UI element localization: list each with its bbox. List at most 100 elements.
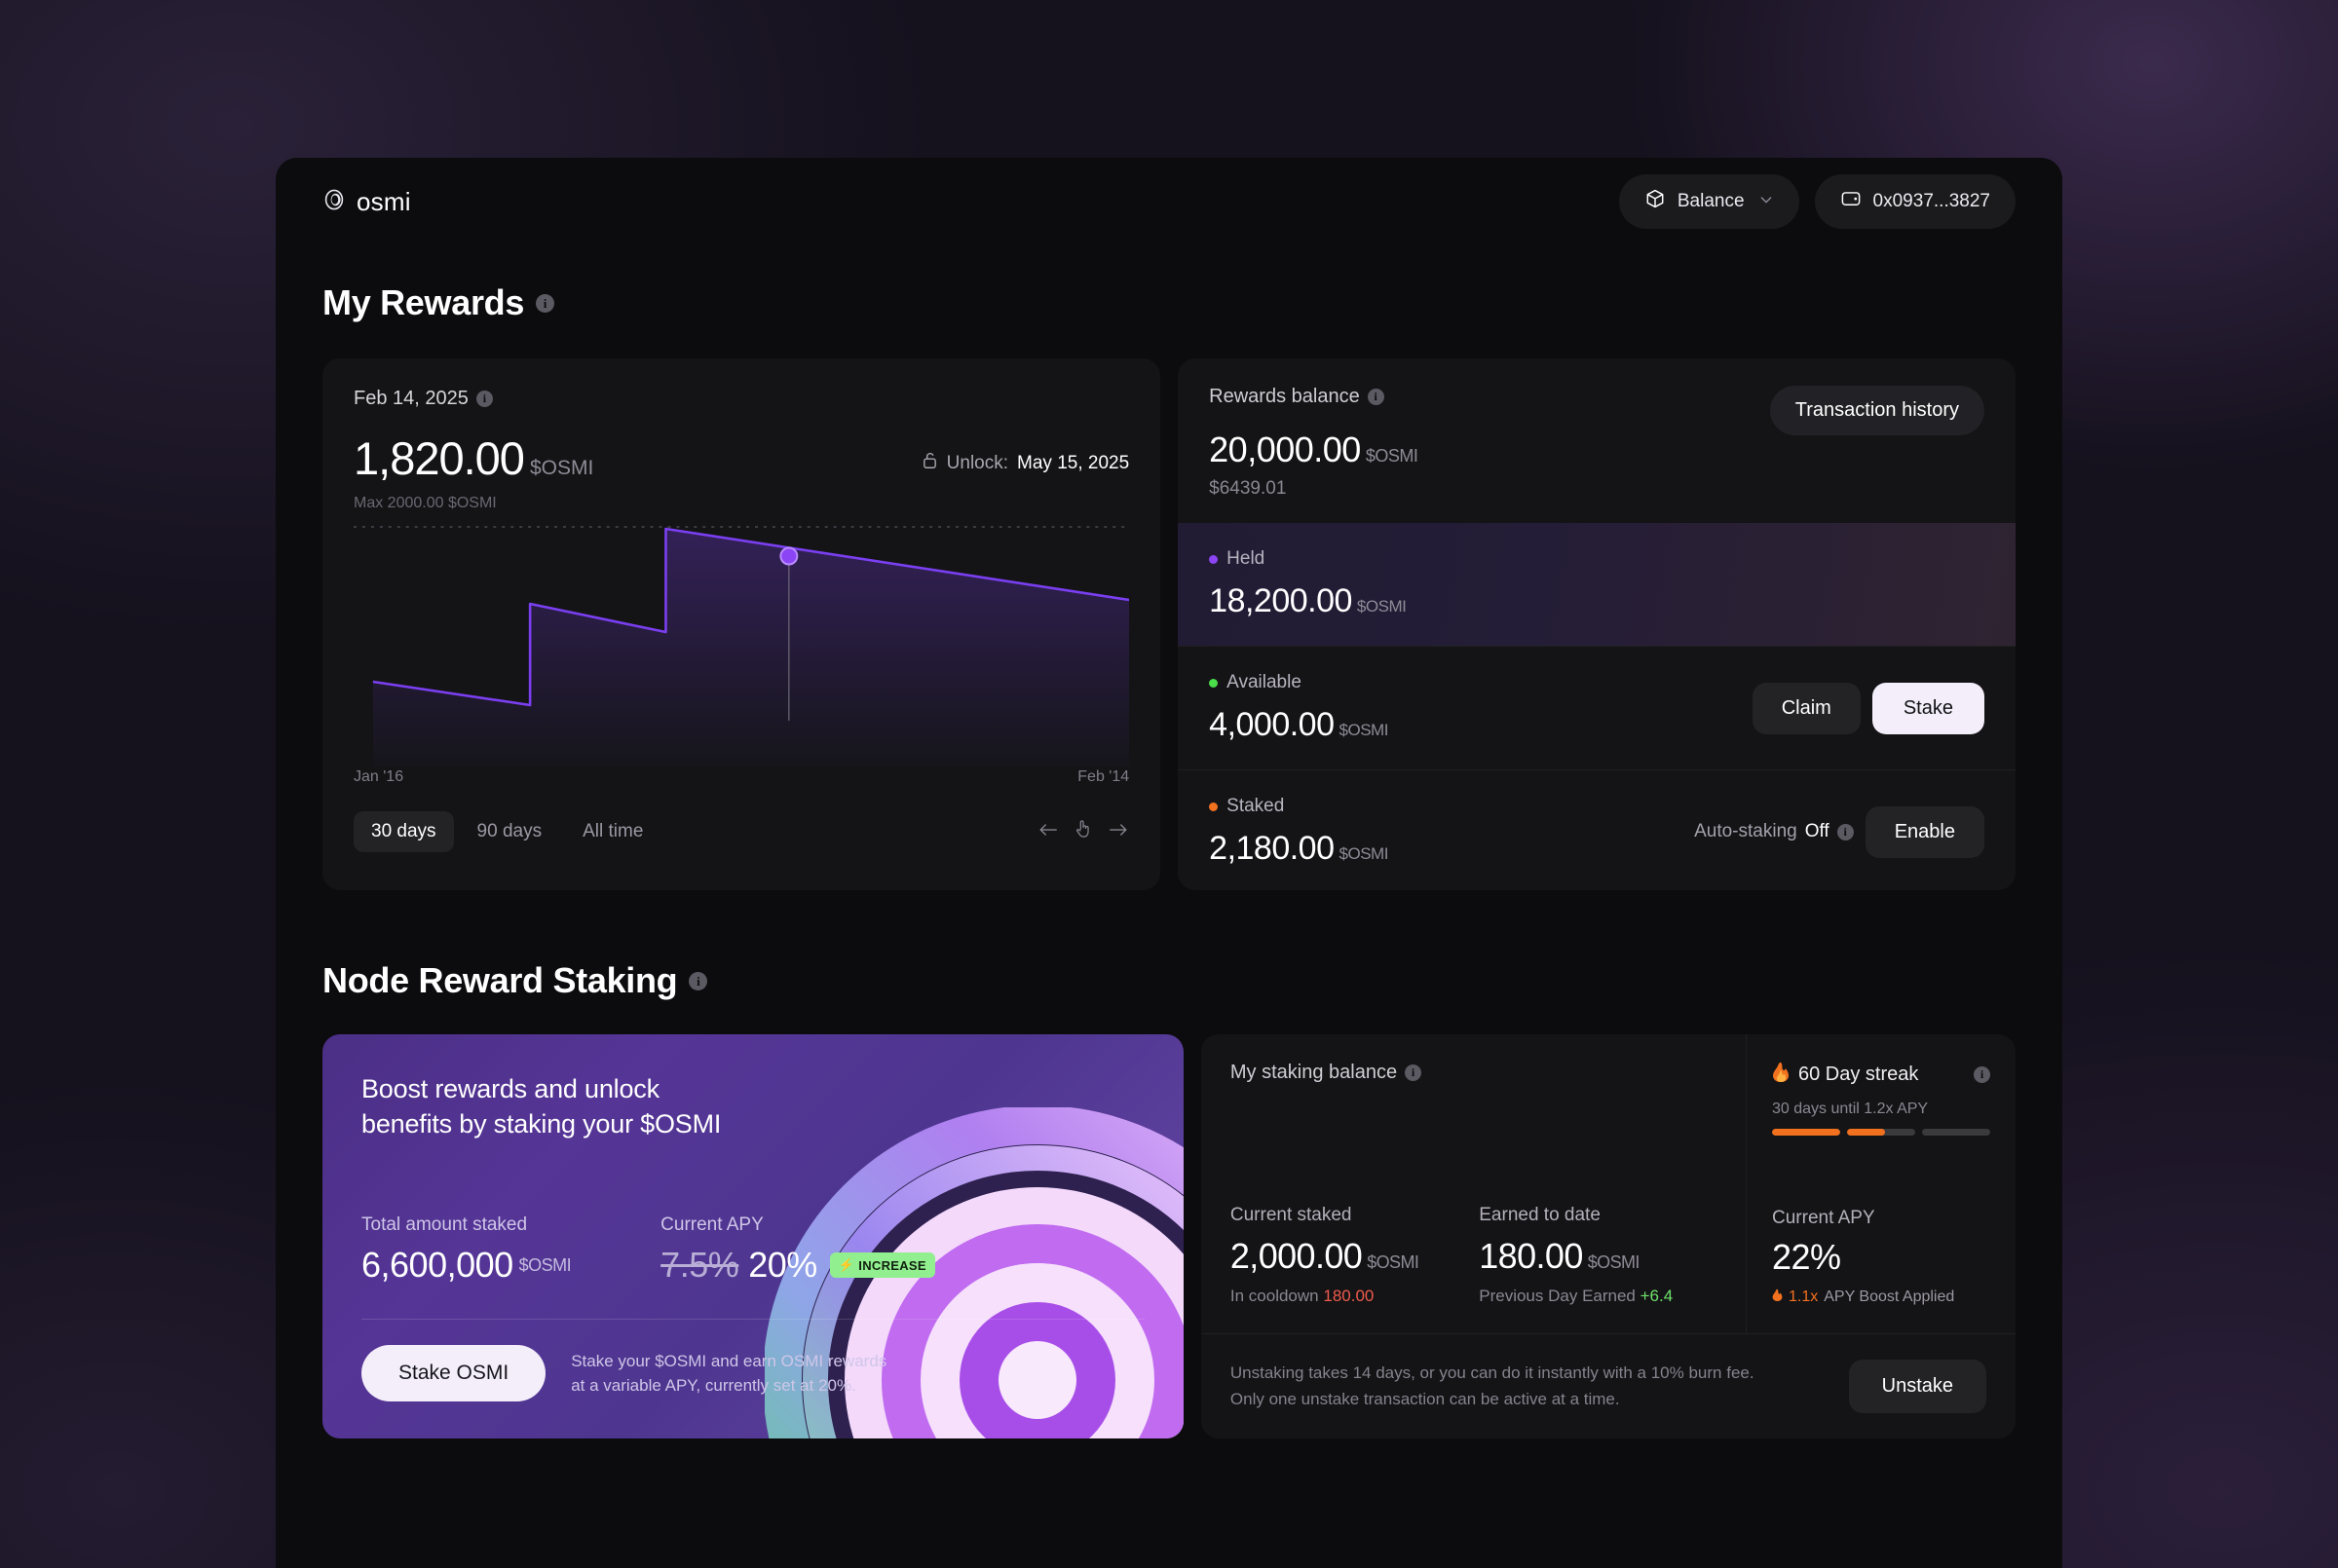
promo-headline: Boost rewards and unlock benefits by sta… bbox=[361, 1071, 1145, 1142]
range-90-days[interactable]: 90 days bbox=[476, 821, 543, 841]
staking-left: My staking balance i Current staked 2,00… bbox=[1201, 1034, 1747, 1333]
staked-amount: 2,180.00 $OSMI bbox=[1209, 830, 1388, 868]
current-apy-stat: Current APY 7.5% 20% ⚡ INCREASE bbox=[660, 1214, 935, 1286]
staked-actions: Auto-staking Off i Enable bbox=[1694, 805, 1984, 858]
range-selector: 30 days 90 days All time bbox=[354, 811, 660, 852]
unstake-button[interactable]: Unstake bbox=[1848, 1360, 1986, 1413]
chart-x-start: Jan '16 bbox=[354, 768, 404, 785]
balance-button-label: Balance bbox=[1677, 191, 1745, 211]
info-icon[interactable]: i bbox=[1836, 823, 1854, 840]
staking-apy-value: 22% bbox=[1772, 1237, 1841, 1277]
chart-x-end: Feb '14 bbox=[1077, 768, 1130, 785]
streak-bar-1 bbox=[1772, 1129, 1840, 1136]
current-staked-value: 2,000.00 bbox=[1229, 1236, 1363, 1276]
current-staked-unit: $OSMI bbox=[1367, 1252, 1419, 1272]
held-value: 18,200.00 bbox=[1209, 582, 1352, 619]
chart-date-row: Feb 14, 2025 i bbox=[354, 388, 1129, 410]
info-icon[interactable]: i bbox=[689, 971, 708, 990]
rewards-balance-value: 20,000.00 bbox=[1209, 429, 1361, 469]
unstake-note: Unstaking takes 14 days, or you can do i… bbox=[1230, 1361, 1754, 1412]
cube-icon bbox=[1644, 188, 1666, 215]
staked-label-row: Staked bbox=[1209, 796, 1388, 817]
held-unit: $OSMI bbox=[1356, 597, 1407, 616]
claim-button[interactable]: Claim bbox=[1752, 682, 1861, 734]
current-staked-label: Current staked bbox=[1229, 1205, 1352, 1225]
staking-balance-label-row: My staking balance i bbox=[1230, 1062, 1716, 1084]
info-icon[interactable]: i bbox=[475, 391, 493, 407]
chart-x-axis: Jan '16 Feb '14 bbox=[354, 768, 1129, 786]
current-staked-stat: Current staked 2,000.00 $OSMI In cooldown… bbox=[1229, 1205, 1419, 1306]
cooldown-row: In cooldown 180.00 bbox=[1230, 1287, 1418, 1306]
info-icon[interactable]: i bbox=[1405, 1064, 1422, 1081]
available-row: Available 4,000.00 $OSMI Claim Stake bbox=[1178, 647, 2016, 770]
unstake-note-line1: Unstaking takes 14 days, or you can do i… bbox=[1229, 1363, 1754, 1383]
chart-svg bbox=[354, 526, 1130, 766]
rewards-chart-plot[interactable] bbox=[354, 518, 1130, 766]
promo-inner: Boost rewards and unlock benefits by sta… bbox=[322, 1034, 1184, 1438]
wallet-button[interactable]: 0x0937...3827 bbox=[1814, 174, 2016, 229]
promo-apy-value-row: 7.5% 20% ⚡ INCREASE bbox=[660, 1245, 935, 1286]
streak-progress bbox=[1772, 1129, 1990, 1136]
unlock-info: Unlock: May 15, 2025 bbox=[922, 451, 1129, 481]
top-bar: osmi Balance bbox=[276, 158, 2062, 245]
arrow-right-icon[interactable] bbox=[1108, 821, 1129, 843]
unstake-row: Unstaking takes 14 days, or you can do i… bbox=[1200, 1333, 2016, 1438]
available-dot-icon bbox=[1209, 678, 1219, 688]
brand[interactable]: osmi bbox=[322, 187, 411, 217]
prev-day-value: +6.4 bbox=[1640, 1287, 1674, 1305]
held-row: Held 18,200.00 $OSMI bbox=[1178, 523, 2016, 647]
total-staked-stat: Total amount staked 6,600,000 $OSMI bbox=[361, 1214, 572, 1286]
earned-value-row: 180.00 $OSMI bbox=[1479, 1236, 1673, 1277]
info-icon[interactable]: i bbox=[536, 293, 555, 313]
rewards-row: Feb 14, 2025 i 1,820.00 $OSMI Unlock: May… bbox=[276, 358, 2062, 890]
promo-headline-line2: benefits by staking your $OSMI bbox=[361, 1109, 722, 1139]
my-staking-balance-card: My staking balance i Current staked 2,00… bbox=[1200, 1034, 2016, 1438]
rewards-balance-amount: 20,000.00 $OSMI bbox=[1209, 429, 1418, 470]
transaction-history-button[interactable]: Transaction history bbox=[1769, 386, 1984, 435]
available-actions: Claim Stake bbox=[1752, 682, 1984, 734]
chevron-down-icon bbox=[1758, 192, 1774, 211]
info-icon[interactable]: i bbox=[1974, 1066, 1990, 1083]
rewards-balance-label-row: Rewards balance i bbox=[1209, 386, 1417, 408]
available-value: 4,000.00 bbox=[1209, 706, 1335, 743]
staked-label: Staked bbox=[1226, 796, 1285, 816]
increase-badge: ⚡ INCREASE bbox=[829, 1252, 935, 1278]
rewards-balance-usd: $6439.01 bbox=[1209, 478, 1287, 499]
stake-button[interactable]: Stake bbox=[1871, 682, 1984, 734]
available-label-row: Available bbox=[1209, 672, 1388, 693]
total-staked-value: 6,600,000 bbox=[361, 1245, 513, 1285]
available-label: Available bbox=[1226, 672, 1301, 692]
enable-button[interactable]: Enable bbox=[1865, 805, 1984, 858]
promo-note: Stake your $OSMI and earn OSMI rewards a… bbox=[571, 1349, 886, 1399]
total-staked-value-row: 6,600,000 $OSMI bbox=[361, 1245, 572, 1286]
range-all-time[interactable]: All time bbox=[583, 821, 644, 841]
available-amount: 4,000.00 $OSMI bbox=[1209, 706, 1388, 744]
promo-headline-line1: Boost rewards and unlock bbox=[361, 1074, 660, 1103]
staked-dot-icon bbox=[1209, 802, 1219, 811]
balance-button[interactable]: Balance bbox=[1618, 174, 1799, 229]
promo-apy-new: 20% bbox=[748, 1245, 817, 1285]
prev-day-row: Previous Day Earned +6.4 bbox=[1479, 1287, 1673, 1306]
streak-title-row: 60 Day streak bbox=[1772, 1062, 1918, 1088]
earned-label: Earned to date bbox=[1479, 1205, 1601, 1225]
promo-note-line1: Stake your $OSMI and earn OSMI rewards bbox=[571, 1351, 887, 1370]
arrow-left-icon[interactable] bbox=[1037, 821, 1059, 843]
auto-staking-label: Auto-staking bbox=[1694, 821, 1797, 841]
info-icon[interactable]: i bbox=[1367, 389, 1384, 405]
range-30-days[interactable]: 30 days bbox=[354, 811, 454, 852]
staking-stats: Current staked 2,000.00 $OSMI In cooldown… bbox=[1230, 1205, 1716, 1306]
staking-top: My staking balance i Current staked 2,00… bbox=[1201, 1034, 2016, 1333]
earned-stat: Earned to date 180.00 $OSMI Previous Day … bbox=[1479, 1205, 1673, 1306]
increase-badge-label: INCREASE bbox=[858, 1257, 926, 1273]
promo-footer: Stake OSMI Stake your $OSMI and earn OSM… bbox=[361, 1319, 1145, 1401]
rewards-balance-label: Rewards balance bbox=[1209, 386, 1360, 407]
staking-promo-card: Boost rewards and unlock benefits by sta… bbox=[322, 1034, 1184, 1438]
flame-icon bbox=[1772, 1062, 1790, 1088]
page-title: My Rewards bbox=[322, 282, 525, 322]
hand-pointer-icon[interactable] bbox=[1075, 819, 1092, 844]
stake-osmi-button[interactable]: Stake OSMI bbox=[361, 1345, 547, 1401]
promo-stats: Total amount staked 6,600,000 $OSMI Curre… bbox=[361, 1214, 1145, 1286]
rewards-balance-card: Rewards balance i 20,000.00 $OSMI $6439.0… bbox=[1178, 358, 2016, 890]
chart-amount-value: 1,820.00 bbox=[354, 432, 525, 484]
app-window: osmi Balance bbox=[276, 158, 2062, 1568]
